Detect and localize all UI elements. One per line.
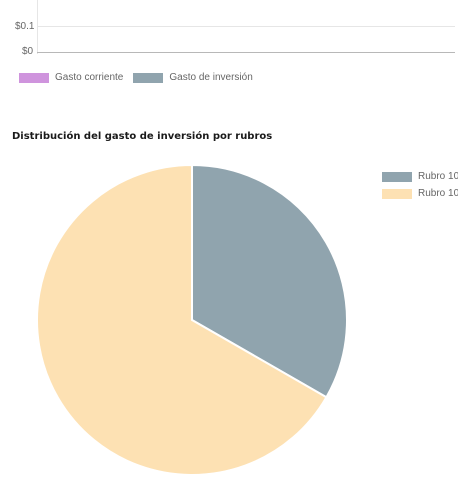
legend-item-gasto-corriente[interactable]: Gasto corriente (19, 72, 123, 83)
pie-chart (36, 163, 348, 476)
legend-swatch (133, 72, 164, 83)
y-tick-label: $0 (22, 46, 34, 57)
legend-label: Gasto corriente (55, 72, 124, 83)
legend-item-gasto-inversion[interactable]: Gasto de inversión (133, 72, 253, 83)
legend-item-rubro-104[interactable]: Rubro 104 (382, 188, 458, 199)
legend-label: Rubro 101 (418, 171, 458, 182)
legend-item-rubro-101[interactable]: Rubro 101 (382, 171, 458, 182)
legend-swatch (382, 188, 412, 199)
pie-legend: Rubro 101 Rubro 104 (382, 171, 458, 205)
pie-chart-title: Distribución del gasto de inversión por … (12, 131, 273, 142)
legend-label: Rubro 104 (418, 188, 458, 199)
y-axis-line (37, 0, 38, 54)
x-axis-baseline (37, 52, 455, 53)
legend-swatch (19, 72, 49, 83)
y-tick-label: $0.1 (15, 21, 35, 32)
pie-slice-rubro-104[interactable] (36, 163, 328, 476)
top-bar-chart: $0.1 $0 Gasto corriente Gasto de inversi… (0, 0, 458, 95)
legend-label: Gasto de inversión (169, 72, 253, 83)
pie-slice-rubro-101[interactable] (191, 163, 348, 399)
top-chart-legend: Gasto corriente Gasto de inversión (19, 72, 263, 83)
gridline (37, 26, 455, 27)
legend-swatch (382, 171, 412, 182)
